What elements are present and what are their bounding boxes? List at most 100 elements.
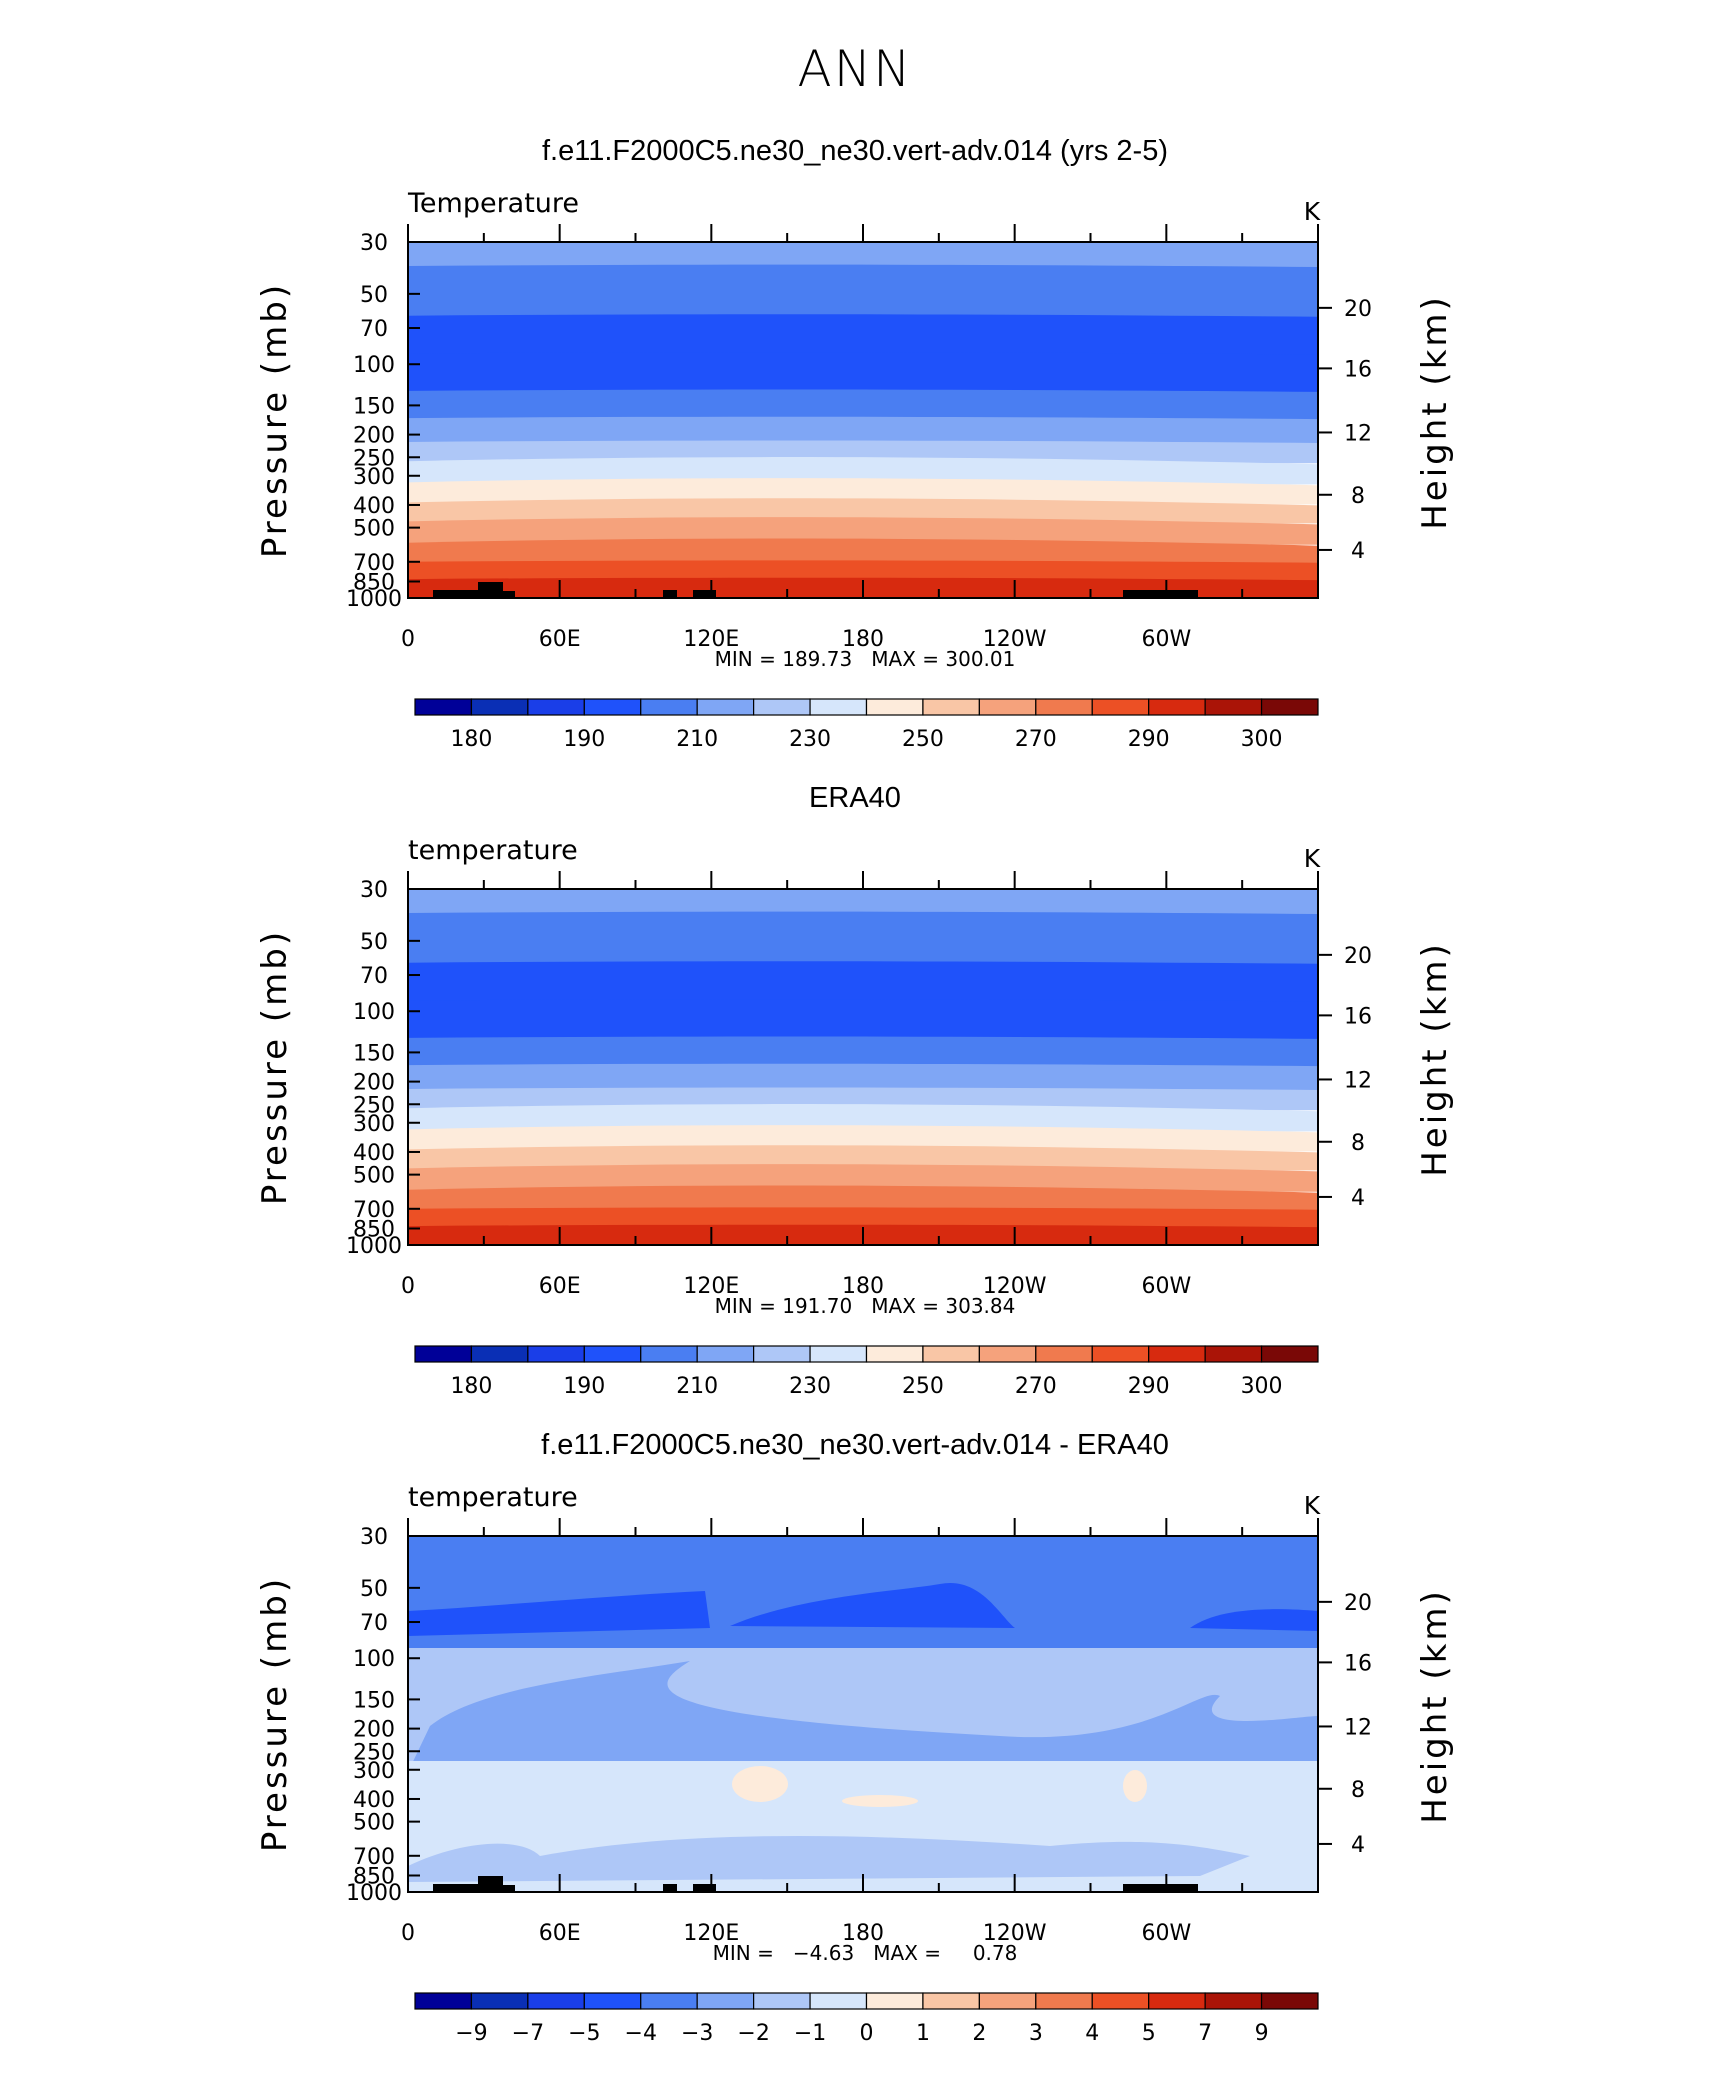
y-right-tick-label: 12 (1344, 1715, 1372, 1740)
colorbar-label: −1 (794, 2021, 826, 2046)
x-tick-label: 180 (842, 1274, 884, 1299)
colorbar-swatch (809, 1345, 868, 1363)
y-right-tick-label: 16 (1344, 1651, 1372, 1676)
colorbar-swatch (978, 1345, 1037, 1363)
y-right-tick-label: 8 (1351, 1131, 1365, 1156)
contour-band (408, 961, 1318, 1003)
terrain-block (433, 1884, 483, 1892)
contour-band (408, 1591, 710, 1636)
colorbar-label: 1 (916, 2021, 930, 2046)
x-tick-label: 0 (401, 1921, 415, 1946)
y-tick-label: 150 (353, 394, 395, 419)
units-label: K (1304, 1491, 1321, 1520)
contour-band (408, 999, 1318, 1040)
colorbar-swatch (1204, 1992, 1263, 2010)
units-label: K (1304, 197, 1321, 226)
colorbar-swatch (865, 1992, 924, 2010)
y-right-tick-label: 4 (1351, 539, 1365, 564)
x-tick-label: 120W (983, 1921, 1047, 1946)
colorbar-swatch (414, 1345, 473, 1363)
terrain-block (1123, 590, 1198, 598)
y-tick-label: 70 (360, 317, 388, 342)
colorbar-swatch (583, 1345, 642, 1363)
colorbar-label: 290 (1128, 727, 1170, 752)
colorbar-swatch (583, 698, 642, 716)
colorbar-label: 210 (676, 727, 718, 752)
contour-band (408, 498, 1318, 524)
terrain-block (693, 1884, 716, 1892)
contour-band (408, 1836, 1250, 1882)
colorbar-swatch (1260, 1345, 1319, 1363)
x-tick-label: 120E (683, 627, 739, 652)
y-right-tick-label: 8 (1351, 484, 1365, 509)
colorbar-label: 190 (563, 727, 605, 752)
min-max-label: MIN = 191.70 MAX = 303.84 (715, 1294, 1016, 1318)
y-right-tick-label: 20 (1344, 944, 1372, 969)
contour-band (408, 389, 1318, 421)
y-tick-label: 150 (353, 1688, 395, 1713)
y-right-axis-label: Height (km) (1415, 941, 1455, 1177)
colorbar-label: −3 (681, 2021, 713, 2046)
contour-band (408, 440, 1318, 464)
y-right-tick-label: 4 (1351, 1186, 1365, 1211)
contour-band (408, 1164, 1318, 1192)
min-max-label: MIN = 189.73 MAX = 300.01 (715, 647, 1016, 671)
y-tick-label: 30 (360, 231, 388, 256)
contour-band (408, 478, 1318, 505)
contour-band (408, 242, 1318, 268)
x-tick-label: 120E (683, 1921, 739, 1946)
x-tick-label: 0 (401, 1274, 415, 1299)
colorbar-swatch (809, 1992, 868, 2010)
colorbar-label: 290 (1128, 1374, 1170, 1399)
colorbar-swatch (865, 1345, 924, 1363)
terrain-block (693, 590, 716, 598)
y-right-tick-label: 20 (1344, 297, 1372, 322)
y-tick-label: 700 (353, 1198, 395, 1223)
contour-band (408, 1207, 1318, 1229)
y-axis-label: Pressure (mb) (255, 282, 295, 558)
colorbar-swatch (1204, 1345, 1263, 1363)
colorbar-swatch (1091, 1345, 1150, 1363)
colorbar-label: 270 (1015, 1374, 1057, 1399)
colorbar-swatch (583, 1992, 642, 2010)
y-tick-label: 250 (353, 1740, 395, 1765)
contour-band (408, 1661, 1318, 1772)
x-tick-label: 60W (1141, 1274, 1191, 1299)
terrain-block (503, 1885, 515, 1892)
colorbar-swatch (640, 1345, 698, 1363)
y-tick-label: 850 (353, 571, 395, 596)
colorbar-label: 4 (1085, 2021, 1099, 2046)
colorbar-label: 5 (1142, 2021, 1156, 2046)
colorbar-label: 3 (1029, 2021, 1043, 2046)
y-tick-label: 70 (360, 1611, 388, 1636)
x-tick-label: 60W (1141, 1921, 1191, 1946)
x-tick-label: 60E (539, 1274, 581, 1299)
terrain-block (663, 590, 677, 598)
x-tick-label: 120W (983, 627, 1047, 652)
colorbar-label: 230 (789, 1374, 831, 1399)
contour-band (1123, 1770, 1147, 1802)
colorbar-swatch (1091, 698, 1150, 716)
y-tick-label: 300 (353, 1759, 395, 1784)
contour-band (730, 1582, 1015, 1628)
colorbar-label: −4 (625, 2021, 657, 2046)
y-right-axis-label: Height (km) (1415, 294, 1455, 530)
colorbar-swatch (922, 1345, 980, 1363)
y-tick-label: 1000 (346, 1881, 402, 1906)
contour-band (408, 517, 1318, 545)
colorbar-swatch (1148, 1992, 1206, 2010)
contour-band (408, 1087, 1318, 1111)
y-right-tick-label: 12 (1344, 421, 1372, 446)
y-right-tick-label: 4 (1351, 1833, 1365, 1858)
colorbar-swatch (696, 1992, 755, 2010)
contour-field (408, 889, 1318, 1245)
colorbar-swatch (470, 1345, 529, 1363)
colorbar-swatch (414, 1992, 473, 2010)
y-tick-label: 500 (353, 517, 395, 542)
colorbar-swatch (1091, 1992, 1150, 2010)
colorbar-swatch (1204, 698, 1263, 716)
variable-label: temperature (408, 835, 578, 866)
colorbar-swatch (1148, 1345, 1206, 1363)
